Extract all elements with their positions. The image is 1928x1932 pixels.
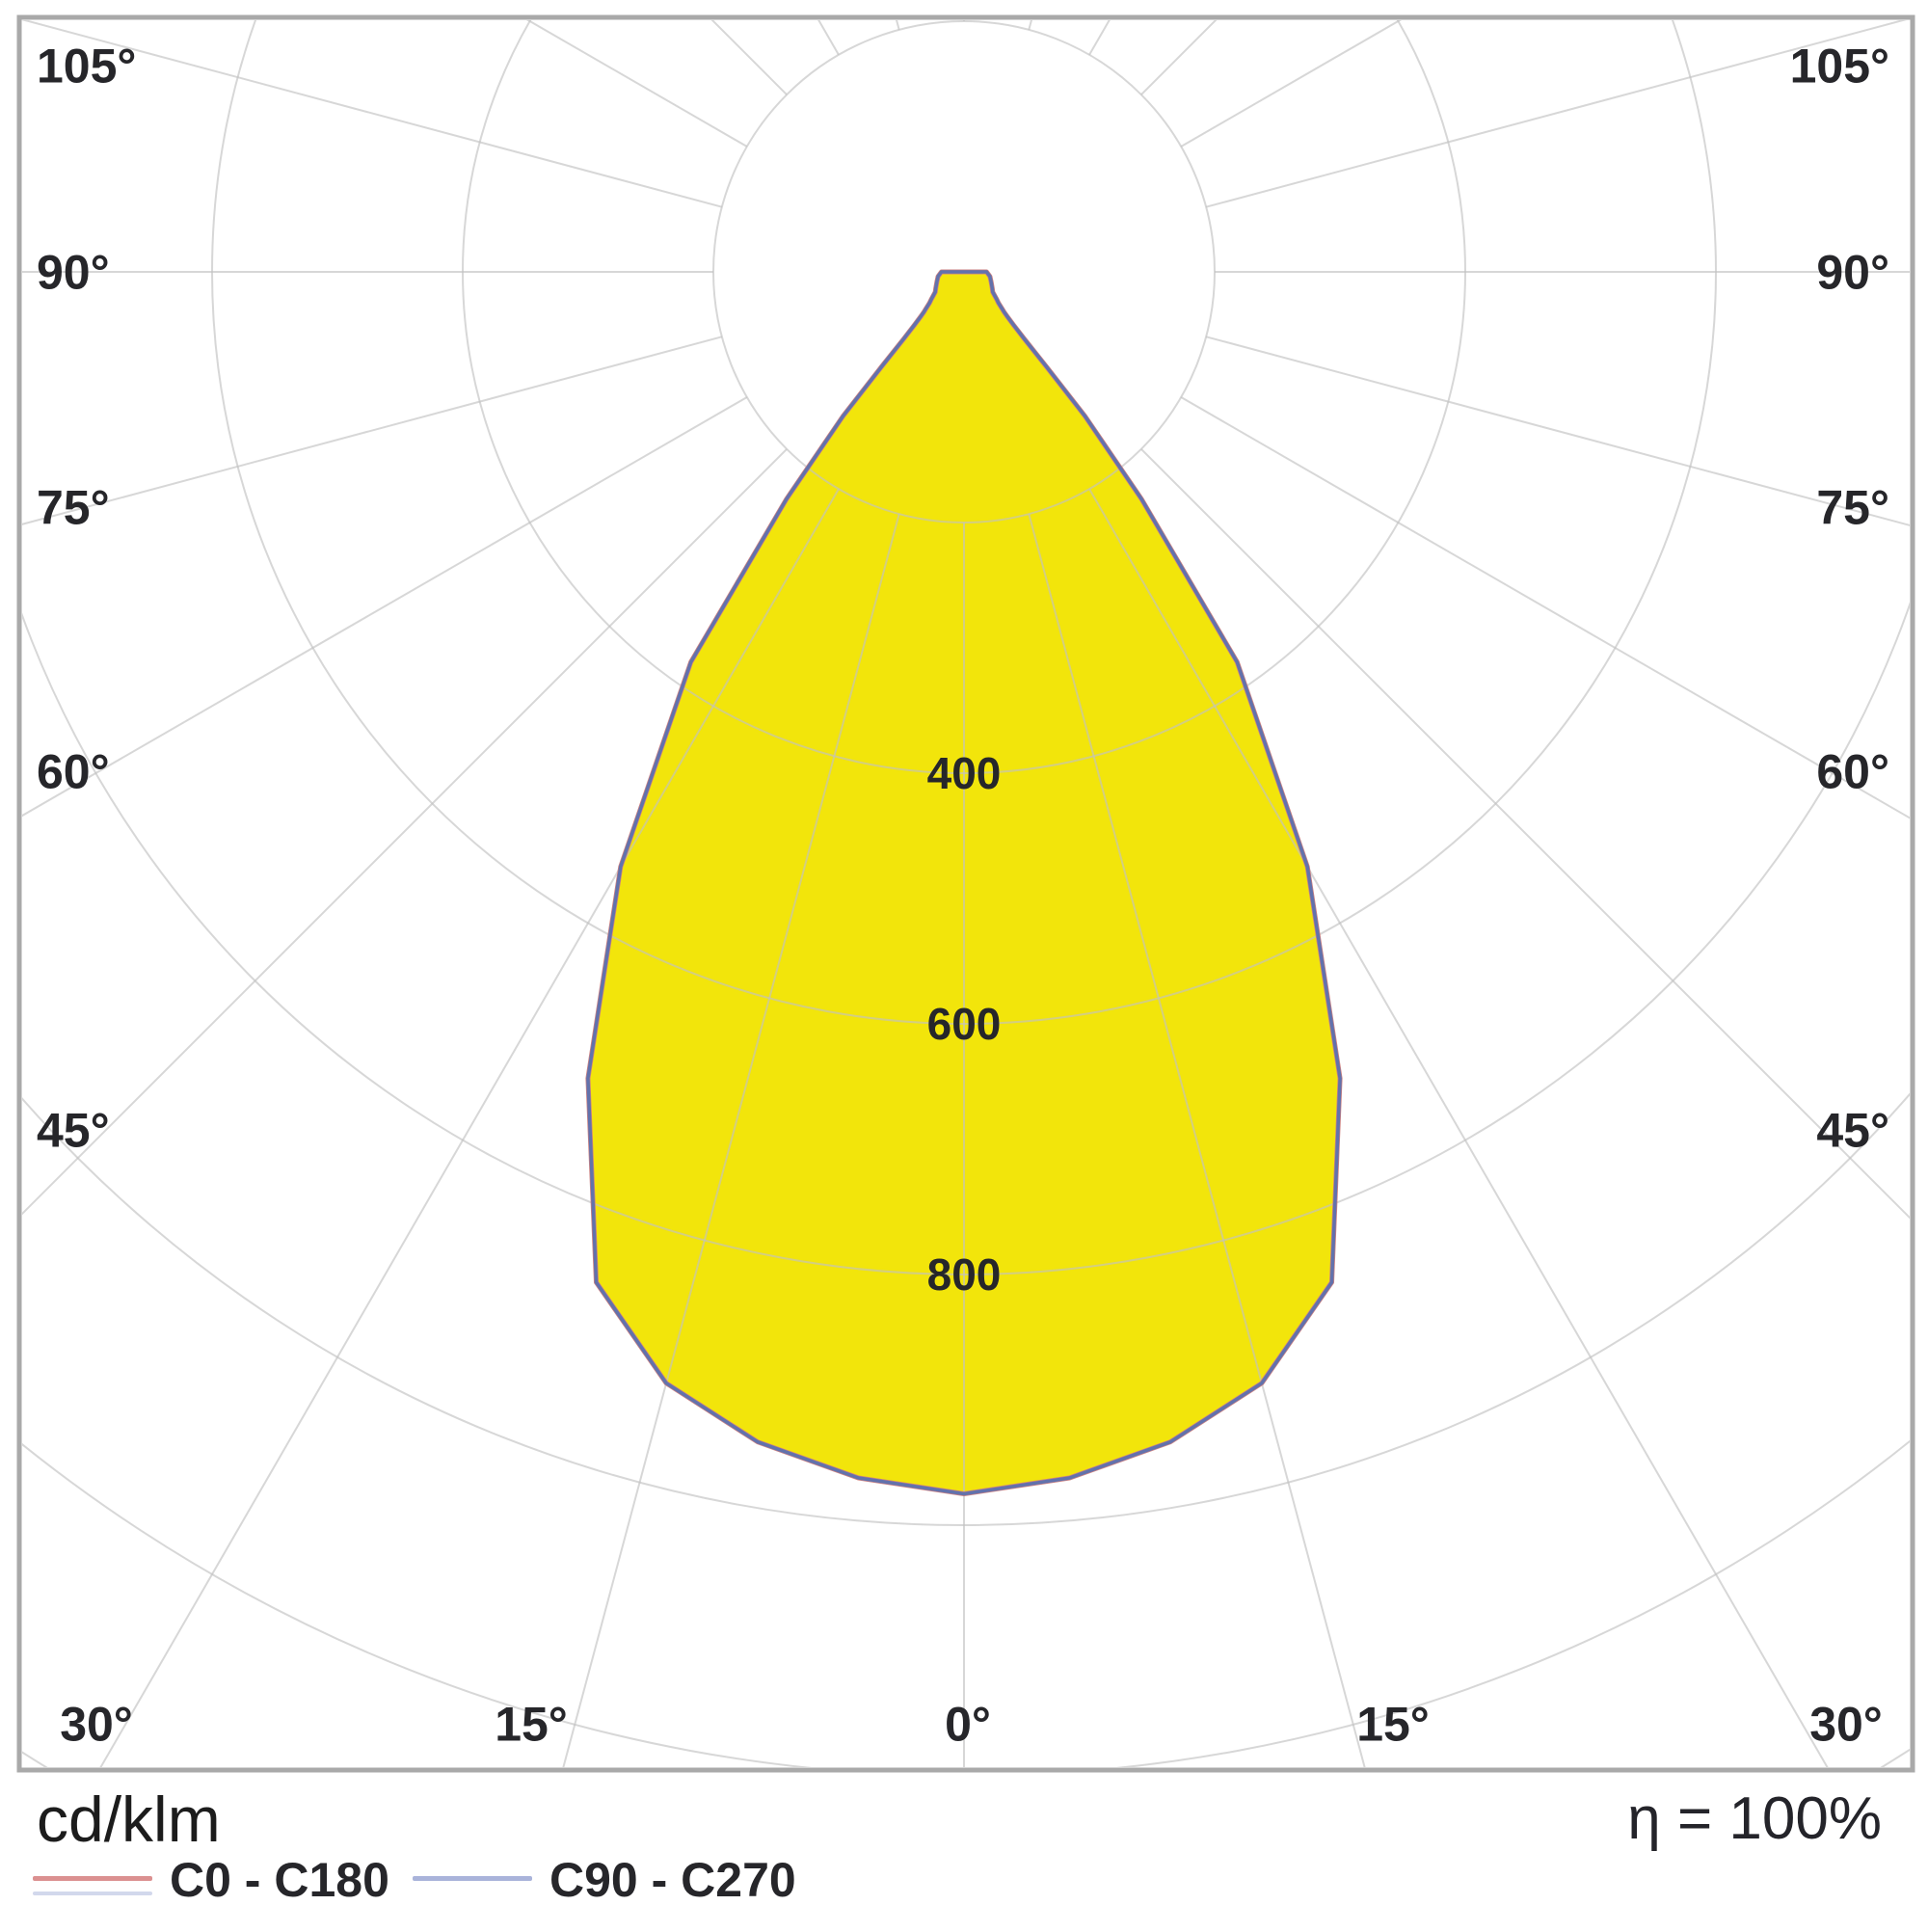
polar-grid-spoke xyxy=(562,513,900,1767)
ring-value-label: 800 xyxy=(927,1249,1002,1300)
angle-label: 15° xyxy=(1356,1698,1430,1752)
angle-label: 30° xyxy=(1809,1698,1883,1752)
polar-grid-spoke xyxy=(1180,396,1910,819)
plot-frame xyxy=(16,14,1915,1773)
faint-blue-line-icon xyxy=(33,1892,152,1895)
legend-swatch-blue xyxy=(413,1851,532,1909)
angle-label: 30° xyxy=(60,1698,133,1752)
angle-label: 0° xyxy=(945,1698,991,1752)
legend-item-c0-c180: C0 - C180 xyxy=(33,1851,389,1909)
legend-item-c90-c270: C90 - C270 xyxy=(413,1851,796,1909)
angle-label: 75° xyxy=(1816,481,1889,535)
legend-label-c0-c180: C0 - C180 xyxy=(170,1853,389,1907)
angle-label: 60° xyxy=(1816,745,1889,799)
angle-label: 15° xyxy=(495,1698,568,1752)
ring-value-label: 600 xyxy=(927,999,1002,1049)
polar-grid-spoke xyxy=(1205,335,1910,526)
polar-grid-spoke xyxy=(22,335,723,525)
efficiency-label: η = 100% xyxy=(1627,1785,1882,1852)
angle-label: 45° xyxy=(37,1104,110,1158)
angle-label: 60° xyxy=(37,745,110,799)
blue-line-icon xyxy=(413,1876,532,1881)
angle-label: 90° xyxy=(1816,246,1889,300)
ring-value-label: 400 xyxy=(927,748,1002,798)
polar-grid-spoke xyxy=(1088,488,1829,1767)
polar-grid-spoke xyxy=(1028,513,1366,1767)
polar-grid-spoke xyxy=(22,448,788,1216)
legend-swatch-red xyxy=(33,1851,152,1909)
angle-label: 45° xyxy=(1816,1104,1889,1158)
polar-grid-spoke xyxy=(22,396,748,818)
angle-label: 90° xyxy=(37,246,110,300)
red-line-icon xyxy=(33,1876,152,1881)
angle-label: 105° xyxy=(37,40,136,94)
polar-grid-spoke xyxy=(99,488,840,1767)
curve-c90-c270 xyxy=(586,270,1342,1496)
polar-grid-spoke xyxy=(1140,448,1910,1220)
polar-grid-spoke xyxy=(22,20,723,208)
polar-grid-spoke xyxy=(1205,20,1907,208)
legend-label-c90-c270: C90 - C270 xyxy=(549,1853,796,1907)
angle-label: 105° xyxy=(1790,40,1889,94)
angle-label: 75° xyxy=(37,481,110,535)
units-label: cd/klm xyxy=(37,1784,221,1855)
